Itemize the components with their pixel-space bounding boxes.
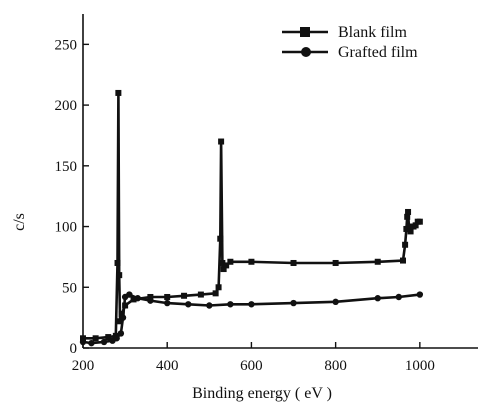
series-layer xyxy=(79,89,424,347)
legend-item: Grafted film xyxy=(282,44,418,61)
data-point xyxy=(80,335,86,342)
data-point xyxy=(220,266,227,273)
y-tick-label: 100 xyxy=(55,220,78,236)
data-point xyxy=(115,89,122,96)
x-tick-label: 400 xyxy=(156,358,179,374)
legend-label: Blank film xyxy=(338,24,407,41)
x-axis-title: Binding energy ( eV ) xyxy=(192,385,332,402)
data-point xyxy=(147,297,154,304)
data-point xyxy=(130,296,137,303)
data-point xyxy=(290,299,297,307)
y-tick-label: 250 xyxy=(55,37,78,53)
y-tick-label: 150 xyxy=(55,159,78,175)
data-point xyxy=(185,301,192,308)
data-point xyxy=(134,295,141,302)
data-point xyxy=(404,213,411,220)
data-point xyxy=(400,257,406,264)
data-point xyxy=(412,222,419,229)
data-point xyxy=(290,259,297,266)
legend-item: Blank film xyxy=(282,24,407,41)
y-ticks: 0 50 100 150 200 250 xyxy=(55,37,89,357)
data-point xyxy=(227,258,234,265)
y-tick-label: 50 xyxy=(62,280,77,296)
data-point xyxy=(223,262,230,269)
data-point xyxy=(217,235,224,242)
data-point xyxy=(105,334,112,341)
data-point xyxy=(405,208,412,215)
axes xyxy=(82,14,478,349)
series-2 xyxy=(79,291,424,347)
x-tick-label: 200 xyxy=(72,358,95,374)
data-point xyxy=(147,293,154,300)
data-point xyxy=(402,241,409,248)
data-point xyxy=(116,272,123,279)
data-point xyxy=(118,310,125,317)
data-point xyxy=(374,258,381,265)
data-point xyxy=(332,259,339,266)
legend-marker xyxy=(300,27,310,37)
data-point xyxy=(114,259,121,266)
data-point xyxy=(117,330,125,337)
data-point xyxy=(218,138,225,145)
data-point xyxy=(332,298,339,306)
data-point xyxy=(88,339,95,347)
legend: Blank film Grafted film xyxy=(282,24,418,61)
data-point xyxy=(395,293,402,301)
data-point xyxy=(407,228,414,235)
data-point xyxy=(119,314,127,321)
data-point xyxy=(117,318,124,325)
data-point xyxy=(416,291,424,298)
data-point xyxy=(181,292,188,299)
legend-label: Grafted film xyxy=(338,44,418,61)
x-tick-label: 1000 xyxy=(405,358,435,374)
data-point xyxy=(248,258,255,265)
data-point xyxy=(227,301,234,308)
legend-marker xyxy=(301,47,311,57)
series-1 xyxy=(80,89,423,342)
data-point xyxy=(164,299,171,307)
data-point xyxy=(206,302,213,309)
data-point xyxy=(374,295,381,302)
data-point xyxy=(113,335,120,342)
y-axis-title: c/s xyxy=(11,213,28,231)
data-point xyxy=(92,335,99,342)
data-point xyxy=(164,293,171,300)
data-point xyxy=(212,290,219,297)
y-tick-label: 200 xyxy=(55,98,78,114)
data-point xyxy=(215,284,222,291)
x-tick-label: 800 xyxy=(324,358,347,374)
data-point xyxy=(79,338,87,346)
x-ticks: 200 400 600 800 1000 xyxy=(72,342,435,374)
data-point xyxy=(126,291,133,298)
y-tick-label: 0 xyxy=(70,341,78,357)
data-point xyxy=(405,223,412,230)
x-tick-label: 600 xyxy=(240,358,263,374)
data-point xyxy=(219,259,226,266)
data-point xyxy=(248,301,255,308)
data-point xyxy=(416,218,423,225)
data-point xyxy=(100,338,108,346)
data-point xyxy=(197,291,204,298)
